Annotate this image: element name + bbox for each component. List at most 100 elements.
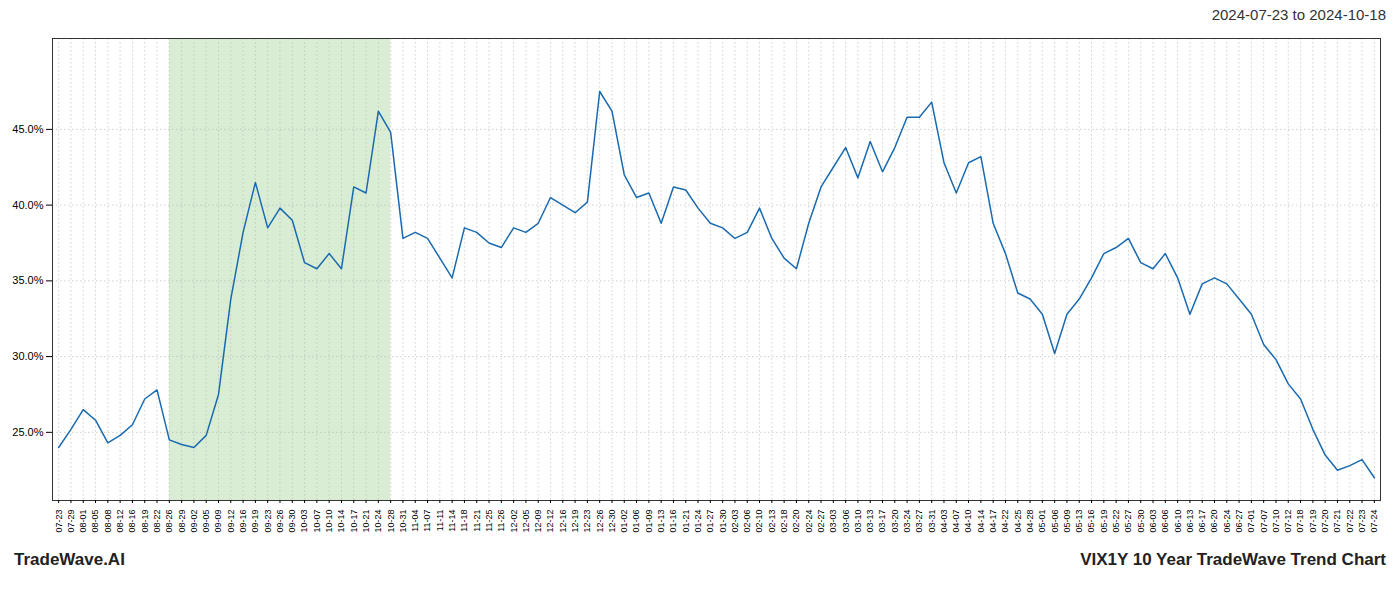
svg-text:02-24: 02-24: [804, 510, 814, 533]
svg-text:10-14: 10-14: [336, 510, 346, 533]
svg-text:08-16: 08-16: [127, 510, 137, 533]
svg-text:09-26: 09-26: [275, 510, 285, 533]
svg-text:05-01: 05-01: [1037, 510, 1047, 533]
svg-text:01-27: 01-27: [705, 510, 715, 533]
svg-text:09-05: 09-05: [201, 510, 211, 533]
svg-text:04-17: 04-17: [988, 510, 998, 533]
svg-text:04-03: 04-03: [939, 510, 949, 533]
svg-text:07-12: 07-12: [1283, 510, 1293, 533]
svg-text:07-24: 07-24: [1369, 510, 1379, 533]
svg-text:03-03: 03-03: [828, 510, 838, 533]
svg-text:01-21: 01-21: [681, 510, 691, 533]
svg-text:09-02: 09-02: [189, 510, 199, 533]
svg-text:05-27: 05-27: [1123, 510, 1133, 533]
svg-text:07-23: 07-23: [1357, 510, 1367, 533]
svg-text:06-03: 06-03: [1148, 510, 1158, 533]
svg-text:11-14: 11-14: [447, 510, 457, 532]
svg-text:10-28: 10-28: [386, 510, 396, 533]
svg-text:06-27: 06-27: [1234, 510, 1244, 533]
svg-text:08-29: 08-29: [176, 510, 186, 533]
svg-text:06-13: 06-13: [1185, 510, 1195, 533]
svg-text:12-05: 12-05: [521, 510, 531, 533]
svg-text:04-28: 04-28: [1025, 510, 1035, 533]
svg-text:11-21: 11-21: [472, 510, 482, 532]
svg-text:02-06: 02-06: [742, 510, 752, 533]
svg-text:12-19: 12-19: [570, 510, 580, 533]
svg-text:07-23: 07-23: [54, 510, 64, 533]
svg-text:06-20: 06-20: [1209, 510, 1219, 533]
svg-text:07-20: 07-20: [1320, 510, 1330, 533]
svg-text:11-18: 11-18: [459, 510, 469, 532]
svg-text:03-27: 03-27: [914, 510, 924, 533]
svg-text:08-22: 08-22: [152, 510, 162, 533]
svg-text:03-24: 03-24: [902, 510, 912, 533]
svg-text:09-23: 09-23: [263, 510, 273, 533]
svg-text:01-16: 01-16: [668, 510, 678, 533]
svg-text:08-01: 08-01: [78, 510, 88, 533]
svg-text:07-01: 07-01: [1246, 510, 1256, 533]
svg-text:02-20: 02-20: [791, 510, 801, 533]
svg-text:12-16: 12-16: [558, 510, 568, 533]
svg-text:06-24: 06-24: [1222, 510, 1232, 533]
svg-text:04-07: 04-07: [951, 510, 961, 533]
svg-text:01-30: 01-30: [718, 510, 728, 533]
svg-text:05-09: 05-09: [1062, 510, 1072, 533]
svg-text:08-12: 08-12: [115, 510, 125, 533]
svg-text:10-10: 10-10: [324, 510, 334, 533]
svg-text:01-02: 01-02: [619, 510, 629, 533]
svg-text:07-19: 07-19: [1308, 510, 1318, 533]
svg-text:09-09: 09-09: [213, 510, 223, 533]
svg-text:08-19: 08-19: [140, 510, 150, 533]
svg-text:03-31: 03-31: [927, 510, 937, 533]
svg-text:11-25: 11-25: [484, 510, 494, 532]
svg-text:07-07: 07-07: [1259, 510, 1269, 533]
svg-text:07-18: 07-18: [1295, 510, 1305, 533]
svg-text:10-07: 10-07: [312, 510, 322, 533]
svg-text:06-10: 06-10: [1172, 510, 1182, 533]
svg-text:01-09: 01-09: [644, 510, 654, 533]
svg-text:03-13: 03-13: [865, 510, 875, 533]
svg-text:40.0%: 40.0%: [12, 199, 43, 211]
svg-text:12-23: 12-23: [582, 510, 592, 533]
svg-text:45.0%: 45.0%: [12, 123, 43, 135]
svg-text:11-11: 11-11: [435, 510, 445, 532]
svg-text:02-10: 02-10: [754, 510, 764, 533]
svg-text:09-30: 09-30: [287, 510, 297, 533]
svg-text:06-17: 06-17: [1197, 510, 1207, 533]
svg-text:01-06: 01-06: [631, 510, 641, 533]
svg-text:02-18: 02-18: [779, 510, 789, 533]
svg-text:05-16: 05-16: [1086, 510, 1096, 533]
svg-text:10-17: 10-17: [349, 510, 359, 533]
svg-text:12-02: 12-02: [508, 510, 518, 533]
svg-text:06-06: 06-06: [1160, 510, 1170, 533]
svg-text:03-17: 03-17: [877, 510, 887, 533]
svg-text:35.0%: 35.0%: [12, 274, 43, 286]
svg-text:07-22: 07-22: [1345, 510, 1355, 533]
svg-text:04-10: 04-10: [963, 510, 973, 533]
svg-text:10-24: 10-24: [373, 510, 383, 533]
svg-text:03-20: 03-20: [890, 510, 900, 533]
svg-text:03-10: 03-10: [853, 510, 863, 533]
svg-text:05-19: 05-19: [1099, 510, 1109, 533]
svg-text:02-13: 02-13: [767, 510, 777, 533]
svg-text:25.0%: 25.0%: [12, 426, 43, 438]
svg-text:09-19: 09-19: [250, 510, 260, 533]
svg-text:09-12: 09-12: [226, 510, 236, 533]
svg-text:08-26: 08-26: [164, 510, 174, 533]
svg-text:11-04: 11-04: [410, 510, 420, 532]
svg-text:05-30: 05-30: [1136, 510, 1146, 533]
svg-text:04-22: 04-22: [1000, 510, 1010, 533]
svg-text:05-06: 05-06: [1050, 510, 1060, 533]
svg-text:05-13: 05-13: [1074, 510, 1084, 533]
svg-text:05-22: 05-22: [1111, 510, 1121, 533]
svg-text:08-05: 08-05: [90, 510, 100, 533]
svg-text:30.0%: 30.0%: [12, 350, 43, 362]
svg-text:02-03: 02-03: [730, 510, 740, 533]
svg-text:11-07: 11-07: [422, 510, 432, 532]
svg-text:04-14: 04-14: [976, 510, 986, 533]
svg-text:12-30: 12-30: [607, 510, 617, 533]
svg-text:12-26: 12-26: [595, 510, 605, 533]
svg-text:07-29: 07-29: [66, 510, 76, 533]
svg-text:04-25: 04-25: [1013, 510, 1023, 533]
svg-text:10-03: 10-03: [299, 510, 309, 533]
